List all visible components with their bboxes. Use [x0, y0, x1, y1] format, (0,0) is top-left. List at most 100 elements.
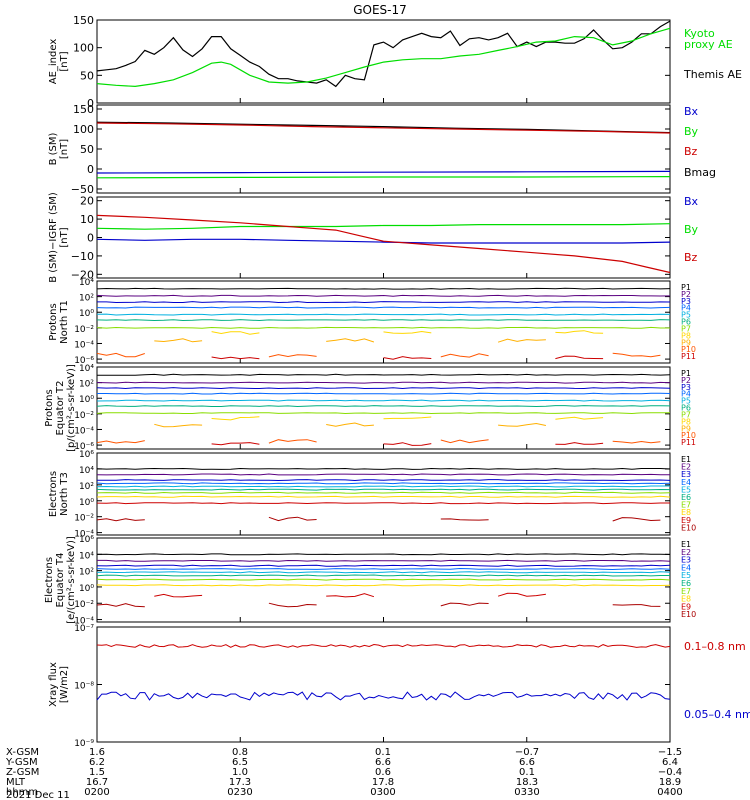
channel-e5 [96, 571, 671, 574]
x-row-value: 1.6 [89, 747, 105, 758]
channel-label-e5: E5 [681, 485, 691, 494]
channel-label-p7: P7 [681, 410, 691, 419]
x-row-value: 17.8 [372, 777, 394, 788]
channel-e3 [96, 564, 671, 567]
x-row-value: 18.3 [516, 777, 538, 788]
channel-label-p5: P5 [681, 397, 691, 406]
channel-p10 [96, 352, 661, 358]
channel-e8 [96, 584, 671, 587]
channel-p3 [97, 301, 671, 304]
channel-e8 [96, 495, 671, 498]
channel-label-p8: P8 [681, 331, 691, 340]
channel-label-e9: E9 [681, 516, 691, 525]
channel-label-e10: E10 [681, 523, 696, 532]
y-axis-label: AE_index [48, 39, 59, 85]
y-tick-label: 10⁻² [74, 514, 94, 524]
y-axis-label: Equator T2 [55, 381, 66, 436]
series-0-1-0-8-nm [96, 643, 671, 648]
series-themis-ae [96, 20, 671, 88]
panel-frame [96, 366, 671, 450]
series-bx [96, 238, 671, 244]
panel-frame [96, 626, 671, 743]
panel-frame [96, 196, 671, 279]
y-tick-label: 10⁻⁶ [74, 442, 94, 452]
panel-pe: 10⁻⁶ 10⁻⁴ 10⁻² 10⁰ 10² 10⁴ Protons Equator T2 [p… [44, 364, 696, 452]
y-tick-label: 10⁰ [79, 498, 94, 508]
y-axis-label: Protons [48, 303, 59, 340]
y-tick-label: −20 [71, 268, 94, 281]
y-tick-label: 10⁻⁷ [74, 624, 94, 634]
y-tick-label: 10⁻⁴ [74, 530, 94, 540]
y-tick-label: 10² [79, 568, 94, 578]
channel-p1 [97, 373, 671, 376]
y-tick-label: 50 [80, 69, 94, 82]
y-axis-label: Protons [44, 389, 55, 426]
channel-label-p8: P8 [681, 417, 691, 426]
channel-e10 [96, 516, 661, 522]
x-row-value: −0.7 [515, 747, 539, 758]
channel-e1 [96, 553, 671, 556]
channel-label-p9: P9 [681, 338, 691, 347]
y-tick-label: 10⁴ [79, 551, 94, 561]
channel-p5 [96, 399, 671, 402]
channel-label-e3: E3 [681, 470, 691, 479]
channel-label-p11: P11 [681, 438, 696, 447]
channel-label-p10: P10 [681, 431, 696, 440]
legend-by: By [684, 223, 699, 236]
y-tick-label: 10² [79, 294, 94, 304]
channel-p7 [96, 412, 671, 415]
x-row-value: 6.5 [232, 757, 248, 768]
x-row-value: 1.5 [89, 767, 105, 778]
series-bz [96, 214, 671, 274]
channel-e6 [96, 574, 670, 577]
x-row-value: 0.1 [519, 767, 535, 778]
legend-themis-ae: Themis AE [683, 68, 742, 81]
channel-p3 [96, 387, 671, 390]
channel-e2 [97, 559, 671, 562]
channel-p2 [96, 294, 671, 297]
channel-p9 [154, 423, 670, 427]
y-tick-label: 10⁻² [74, 600, 94, 610]
channel-label-e9: E9 [681, 602, 691, 611]
y-axis-label: Equator T4 [55, 553, 66, 608]
panel-bsm: −50 0 50 100 150 B (SM) [nT] Bx By Bz Bmag [48, 103, 716, 196]
y-tick-label: 150 [73, 103, 94, 116]
channel-e3 [96, 479, 671, 482]
y-axis-label: Electrons [44, 557, 55, 603]
x-row-value: 0.6 [375, 767, 391, 778]
channel-p11 [211, 355, 604, 360]
channel-label-p4: P4 [681, 304, 691, 313]
y-tick-label: 10⁻⁶ [74, 356, 94, 366]
channel-label-p3: P3 [681, 297, 691, 306]
series-by [96, 176, 671, 179]
series-bx [96, 170, 671, 174]
channel-p8 [211, 416, 604, 421]
y-axis-label: B (SM)−IGRF (SM) [48, 192, 59, 283]
channel-e6 [96, 488, 671, 491]
channel-p7 [96, 326, 670, 329]
channel-e10 [96, 602, 661, 608]
channel-label-p5: P5 [681, 311, 691, 320]
y-tick-label: 10² [79, 380, 94, 390]
x-row-value: 6.6 [519, 757, 535, 768]
channel-label-e6: E6 [681, 579, 691, 588]
y-tick-label: 10 [80, 213, 94, 226]
x-row-label: hhmm [6, 787, 38, 798]
series-bz [96, 122, 671, 134]
legend-bz: Bz [684, 251, 698, 264]
channel-p10 [96, 439, 661, 444]
x-row-value: −1.5 [658, 747, 682, 758]
channel-label-p11: P11 [681, 352, 696, 361]
y-axis-label: [p/(cm²-s-sr-keV)] [66, 364, 77, 452]
y-axis-label: North T3 [59, 472, 70, 516]
y-axis-label: North T1 [59, 300, 70, 344]
y-axis-label: [e/(cm²-s-sr-keV)] [66, 536, 77, 624]
x-row-value: 0400 [657, 787, 682, 798]
channel-label-e7: E7 [681, 501, 691, 510]
date-label: 2021 Dec 11 [6, 790, 70, 800]
y-tick-label: 150 [73, 14, 94, 27]
y-axis-label: B (SM) [48, 132, 59, 165]
